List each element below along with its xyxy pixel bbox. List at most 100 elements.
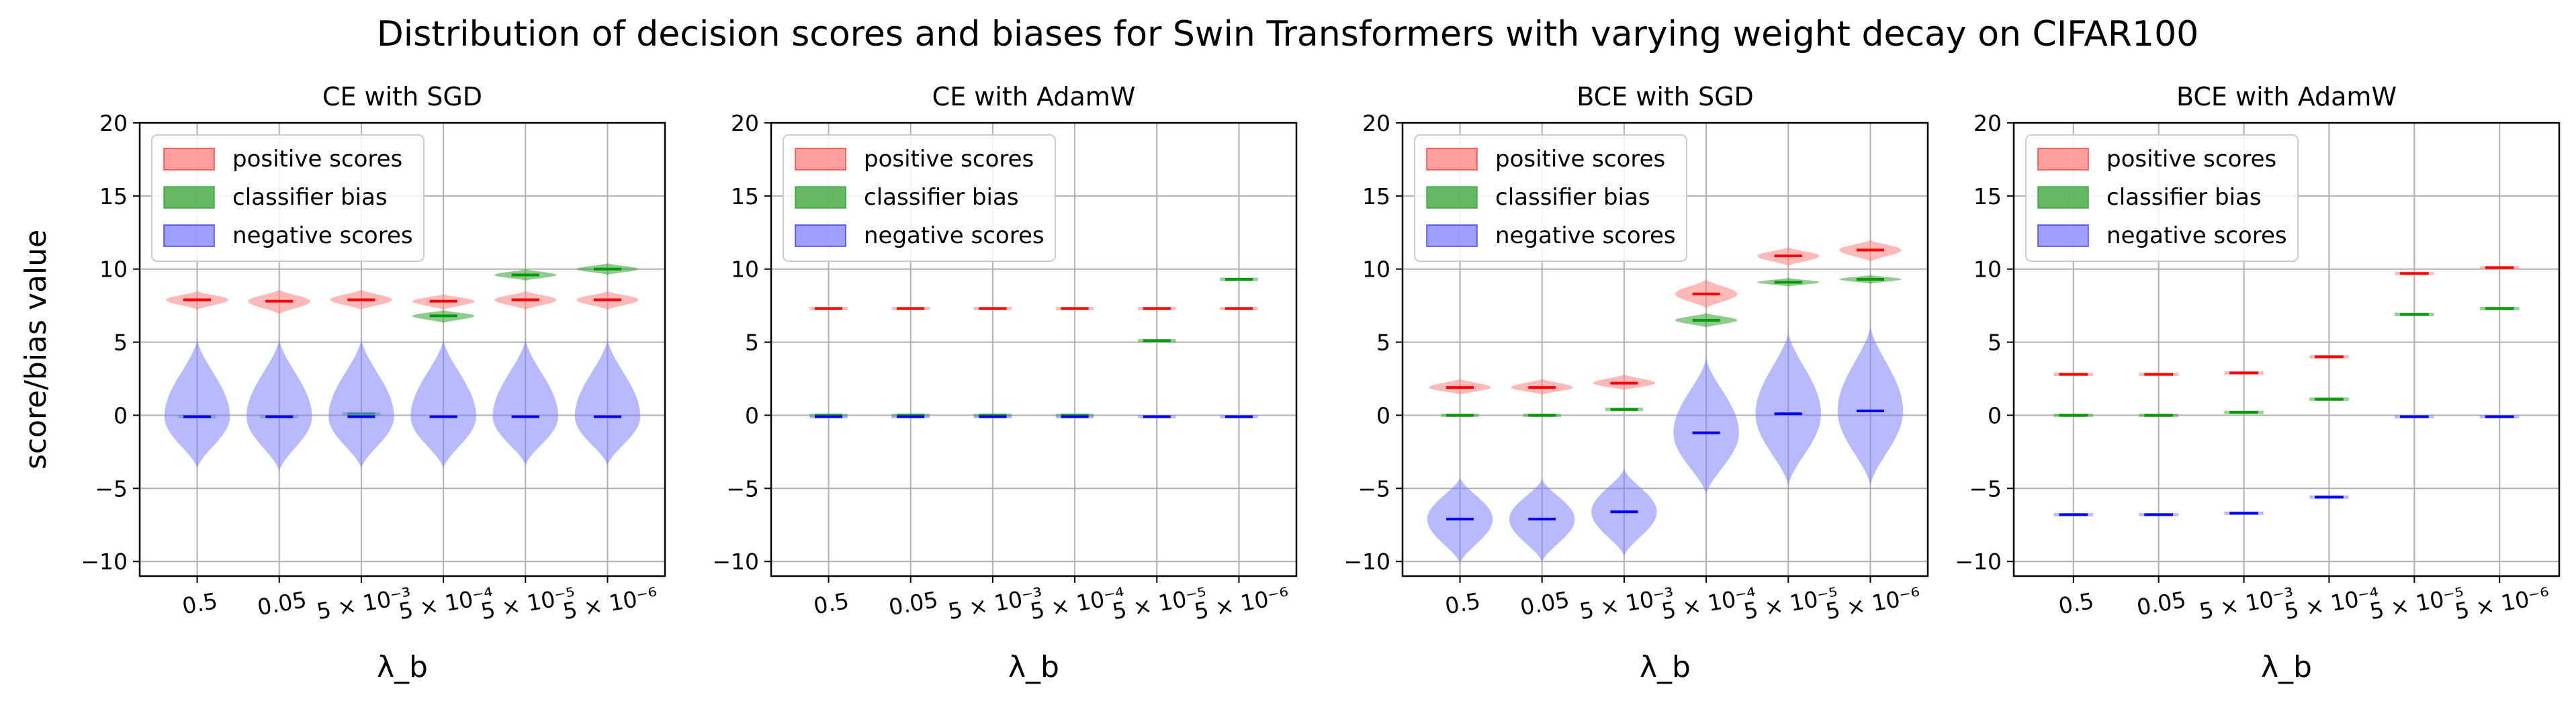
legend-label: positive scores (232, 146, 402, 173)
panel-title: CE with SGD (322, 82, 482, 111)
x-tick-label: 0.05 (2135, 586, 2188, 620)
y-tick-label: 15 (1973, 183, 2002, 209)
legend: positive scores classifier bias negative s… (2025, 134, 2299, 262)
y-tick-label: 20 (99, 110, 128, 136)
x-axis-label: λ_b (1640, 650, 1691, 684)
legend-label: classifier bias (1495, 184, 1650, 211)
y-axis-label: score/bias value (19, 230, 53, 469)
legend-swatch-positive-scores (795, 148, 846, 171)
y-tick-label: −5 (1358, 475, 1390, 502)
violin-negative-scores (1427, 476, 1493, 565)
legend-swatch-classifier-bias (163, 186, 215, 209)
x-tick-label: 5 × 10⁻⁶ (561, 582, 660, 624)
x-tick-label: 5 × 10⁻⁶ (1824, 582, 1922, 624)
y-tick-label: −10 (1343, 549, 1390, 575)
violin-negative-scores (1837, 324, 1904, 487)
legend-swatch-negative-scores (1426, 224, 1478, 247)
y-tick-label: −10 (1955, 549, 2002, 575)
y-tick-label: 5 (1988, 330, 2002, 356)
x-axis-label: λ_b (1008, 650, 1059, 684)
legend-label: classifier bias (864, 184, 1019, 211)
legend-label: positive scores (1495, 146, 1665, 173)
legend-swatch-classifier-bias (2037, 186, 2089, 209)
legend: positive scores classifier bias negative s… (1414, 134, 1687, 262)
y-tick-label: −5 (95, 475, 128, 502)
plot-frame (138, 122, 666, 577)
y-tick-label: 15 (731, 183, 759, 209)
violin-negative-scores (1673, 357, 1739, 496)
y-tick-label: 10 (1362, 256, 1390, 283)
violin-negative-scores (328, 338, 394, 469)
legend-swatch-classifier-bias (1426, 186, 1478, 209)
x-tick-label: 0.5 (811, 588, 850, 620)
x-tick-label: 0.5 (180, 588, 219, 620)
violin-negative-scores (574, 338, 641, 467)
legend-swatch-classifier-bias (795, 186, 846, 209)
x-tick-label: 5 × 10⁻⁶ (1192, 582, 1291, 624)
y-tick-label: −10 (712, 549, 759, 575)
legend-box (2025, 134, 2299, 262)
violin-negative-scores (164, 338, 230, 469)
legend-box (151, 134, 425, 262)
x-tick-label: 0.5 (1443, 588, 1482, 620)
plot-frame (1401, 122, 1929, 577)
x-tick-label: 5 × 10⁻³ (2197, 582, 2296, 624)
violin-negative-scores (1509, 478, 1575, 563)
plot-frame (2012, 122, 2561, 577)
legend-swatch-positive-scores (163, 148, 215, 171)
y-tick-label: −10 (81, 549, 128, 575)
legend: positive scores classifier bias negative s… (151, 134, 425, 262)
panel-title: BCE with AdamW (2176, 82, 2397, 111)
y-tick-label: 15 (99, 183, 128, 209)
y-tick-label: 5 (745, 330, 759, 356)
panel-title: BCE with SGD (1576, 82, 1754, 111)
y-tick-label: 0 (1376, 402, 1390, 428)
legend-swatch-negative-scores (795, 224, 846, 247)
y-tick-label: 5 (114, 330, 128, 356)
y-tick-label: 20 (1973, 110, 2002, 136)
figure-title: Distribution of decision scores and bias… (377, 14, 2199, 54)
legend-label: positive scores (864, 146, 1034, 173)
x-tick-label: 0.5 (2057, 588, 2096, 620)
legend-label: negative scores (1495, 222, 1676, 249)
y-tick-label: 0 (1988, 402, 2002, 428)
y-tick-label: 0 (114, 402, 128, 428)
y-tick-label: 10 (1973, 256, 2002, 283)
y-tick-label: 5 (1376, 330, 1390, 356)
x-tick-label: 5 × 10⁻⁵ (2368, 582, 2467, 624)
y-tick-label: 15 (1362, 183, 1390, 209)
legend-box (783, 134, 1056, 262)
x-tick-label: 0.05 (1518, 586, 1571, 620)
legend-label: classifier bias (232, 184, 388, 211)
y-tick-label: 20 (731, 110, 759, 136)
legend-label: negative scores (232, 222, 413, 249)
x-axis-label: λ_b (377, 650, 428, 684)
legend-swatch-negative-scores (163, 224, 215, 247)
legend-label: classifier bias (2106, 184, 2262, 211)
legend-label: negative scores (2106, 222, 2287, 249)
violin-negative-scores (492, 338, 558, 467)
y-tick-label: 0 (745, 402, 759, 428)
violin-negative-scores (1755, 330, 1821, 487)
legend-label: positive scores (2106, 146, 2276, 173)
y-tick-label: −5 (1969, 475, 2002, 502)
violin-negative-scores (410, 338, 476, 469)
x-axis-label: λ_b (2261, 650, 2312, 684)
y-tick-label: 10 (99, 256, 128, 283)
panel-title: CE with AdamW (932, 82, 1136, 111)
legend: positive scores classifier bias negative s… (783, 134, 1056, 262)
legend-box (1414, 134, 1687, 262)
x-tick-label: 0.05 (255, 586, 308, 620)
legend-swatch-positive-scores (2037, 148, 2089, 171)
plot-frame (770, 122, 1298, 577)
x-tick-label: 0.05 (887, 586, 940, 620)
legend-label: negative scores (864, 222, 1045, 249)
y-tick-label: 20 (1362, 110, 1390, 136)
violin-negative-scores (247, 338, 312, 473)
y-tick-label: 10 (731, 256, 759, 283)
